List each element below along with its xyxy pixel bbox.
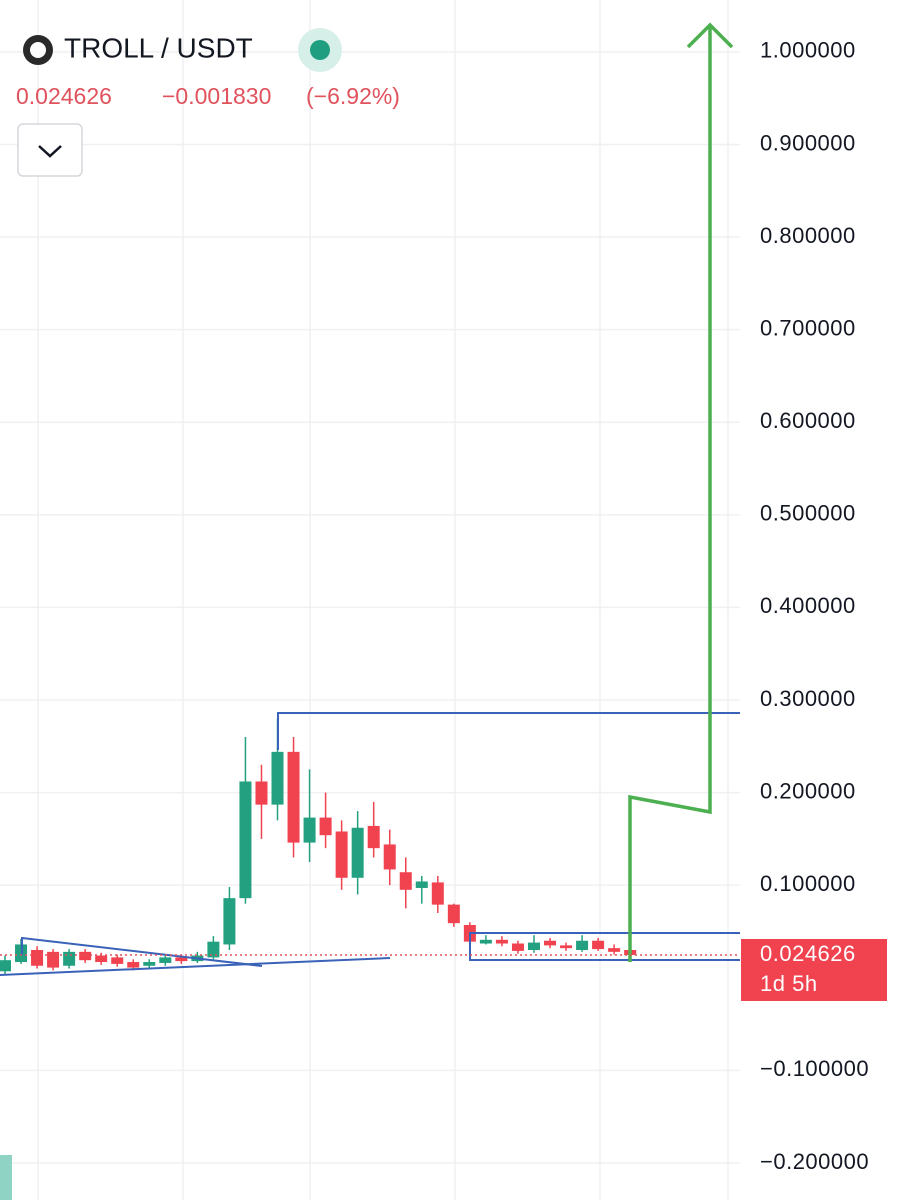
y-tick-label: 0.700000 [760,315,856,340]
candle-body [479,939,492,944]
candle-body [399,872,412,890]
y-tick-label: 0.400000 [760,593,856,618]
candle-body [287,751,300,843]
candle-body [608,948,621,952]
chevron-icon[interactable] [38,145,62,158]
last-price: 0.024626 [16,83,112,109]
arrow-head [686,22,734,49]
candle-body [79,951,92,961]
projection-arrow [628,22,734,962]
candle-body [351,827,364,878]
candle-body [560,945,573,949]
candle-body [159,957,172,963]
candle-body [0,960,11,972]
resistance-line [277,712,740,750]
price-tag-value: 0.024626 [760,941,856,966]
candle-body [223,898,236,945]
arrow-path [628,25,712,962]
coin-logo-face [30,42,46,58]
volume-bar [0,1155,12,1200]
y-tick-label: −0.100000 [760,1056,869,1081]
candle-body [495,939,508,944]
candle-body [544,940,557,946]
range-box [469,932,740,961]
candle-body [319,817,332,836]
candle-body [335,831,348,878]
dropdown-box[interactable] [17,123,83,177]
price-tag [741,938,887,1001]
y-tick-label: 0.600000 [760,408,856,433]
candle-body [207,941,220,958]
candle-body [143,962,156,966]
candle-body [95,955,108,963]
grid [0,0,740,1200]
status-dot [310,40,330,60]
price-change-pct: (−6.92%) [306,83,400,109]
y-tick-label: 0.900000 [760,130,856,155]
y-tick-label: 0.500000 [760,501,856,526]
candle-body [511,943,524,951]
candle-body [303,817,316,843]
candle-body [447,904,460,924]
candle-body [255,781,268,805]
y-tick-label: 0.200000 [760,778,856,803]
candle-body [367,825,380,849]
y-tick-label: 0.100000 [760,871,856,896]
dropdown-button[interactable] [17,123,83,177]
y-tick-label: −0.200000 [760,1149,869,1174]
candle-body [111,957,124,964]
trend-line [21,936,263,967]
trend-line [0,957,391,976]
y-tick-label: 1.000000 [760,38,856,63]
candle-body [47,951,60,968]
candle-body [239,781,252,899]
drawings [0,712,740,976]
candles [0,718,637,975]
header: TROLL / USDT 0.024626 −0.001830 (−6.92%) [16,28,400,177]
y-tick-label: 0.300000 [760,686,856,711]
candle-body [383,844,396,870]
chart-title: TROLL / USDT [64,32,253,63]
candle-body [63,951,76,966]
y-tick-label: 0.800000 [760,223,856,248]
candle-body [175,957,188,962]
candle-body [127,962,140,968]
price-change: −0.001830 [162,83,271,109]
price-tag-countdown: 1d 5h [760,971,818,996]
candle-body [271,751,284,805]
candle-body [31,950,44,966]
candle-body [431,882,444,905]
candle-body [576,940,589,950]
candle-body [592,940,605,950]
candle-body [415,881,428,888]
candle-body [527,942,540,950]
